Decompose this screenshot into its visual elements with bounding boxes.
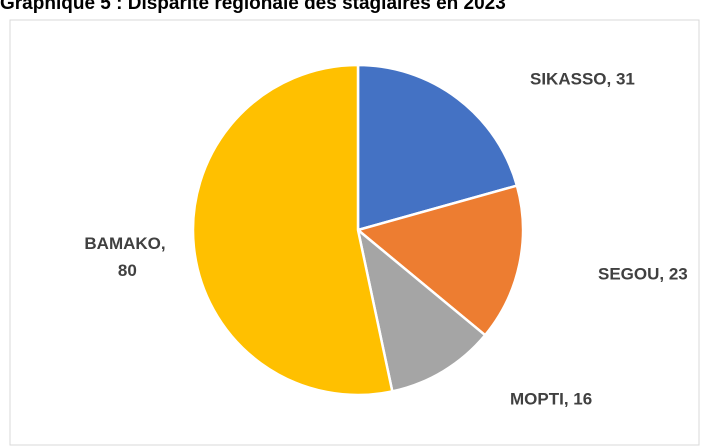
data-label: BAMAKO, 80 bbox=[84, 234, 165, 280]
pie-slice bbox=[356, 226, 487, 393]
pie-slice bbox=[191, 63, 394, 397]
chart-title: Graphique 5 : Disparité régionale des st… bbox=[0, 0, 506, 14]
data-label: SEGOU, 23 bbox=[598, 264, 688, 283]
data-label: MOPTI, 16 bbox=[510, 389, 592, 408]
pie-slice bbox=[355, 184, 525, 337]
data-label: SIKASSO, 31 bbox=[530, 69, 635, 88]
pie-slice bbox=[356, 63, 519, 232]
